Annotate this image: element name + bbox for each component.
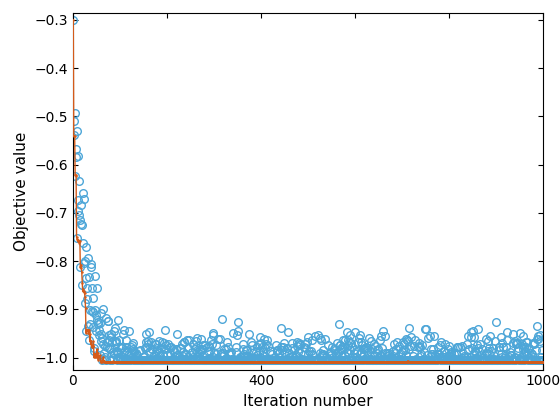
Y-axis label: Objective value: Objective value — [14, 131, 29, 251]
X-axis label: Iteration number: Iteration number — [243, 394, 373, 409]
